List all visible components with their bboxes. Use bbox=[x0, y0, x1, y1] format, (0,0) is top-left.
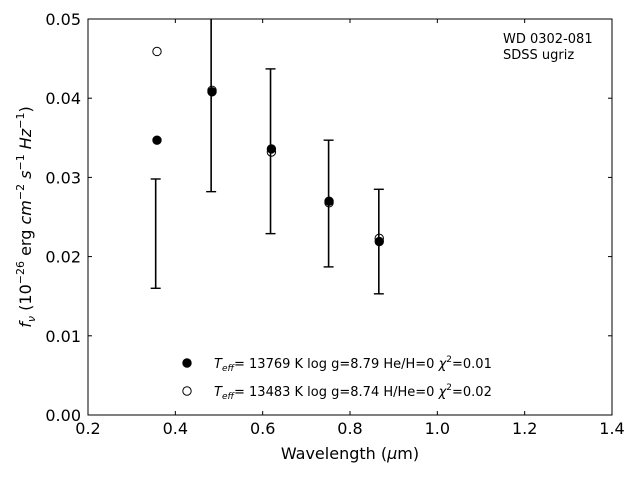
plot-frame bbox=[87, 18, 613, 416]
legend-label-open: Teff= 13483 K log g=8.74 H/He=0 χ2=0.02 bbox=[214, 383, 492, 402]
x-tick-label: 1.4 bbox=[599, 419, 624, 438]
model-point-open bbox=[324, 198, 334, 208]
y-tick-label: 0.02 bbox=[45, 248, 81, 267]
legend-marker-filled bbox=[182, 358, 192, 368]
y-tick-label: 0.04 bbox=[45, 89, 81, 108]
model-point-open bbox=[152, 46, 162, 57]
legend-marker-open bbox=[182, 386, 192, 396]
model-point-open bbox=[266, 147, 277, 157]
legend: Teff= 13769 K log g=8.79 He/H=0 χ2=0.01 … bbox=[182, 355, 492, 402]
model-point-open bbox=[374, 233, 384, 244]
x-axis-label: Wavelength (μm) bbox=[281, 444, 419, 463]
x-tick-label: 0.2 bbox=[75, 419, 100, 438]
annotation-object: WD 0302-081 bbox=[503, 32, 593, 47]
x-tick-label: 0.6 bbox=[250, 419, 275, 438]
y-tick-label: 0.01 bbox=[45, 327, 81, 346]
model-point-filled bbox=[266, 144, 277, 154]
x-tick-label: 0.4 bbox=[163, 419, 188, 438]
model-point-open bbox=[207, 85, 217, 95]
model-point-filled bbox=[374, 236, 384, 247]
model-point-filled bbox=[152, 135, 162, 145]
y-tick-label: 0.03 bbox=[45, 168, 81, 187]
y-axis-label: fν (10−26 erg cm−2 s−1 Hz−1) bbox=[14, 106, 38, 327]
y-tick-label: 0.05 bbox=[45, 10, 81, 29]
x-tick-label: 1.0 bbox=[425, 419, 450, 438]
x-tick-label: 0.8 bbox=[337, 419, 362, 438]
legend-label-filled: Teff= 13769 K log g=8.79 He/H=0 χ2=0.01 bbox=[214, 355, 492, 374]
y-tick-label: 0.00 bbox=[45, 406, 81, 425]
x-tick-label: 1.2 bbox=[512, 419, 537, 438]
annotation-survey: SDSS ugriz bbox=[503, 48, 574, 63]
